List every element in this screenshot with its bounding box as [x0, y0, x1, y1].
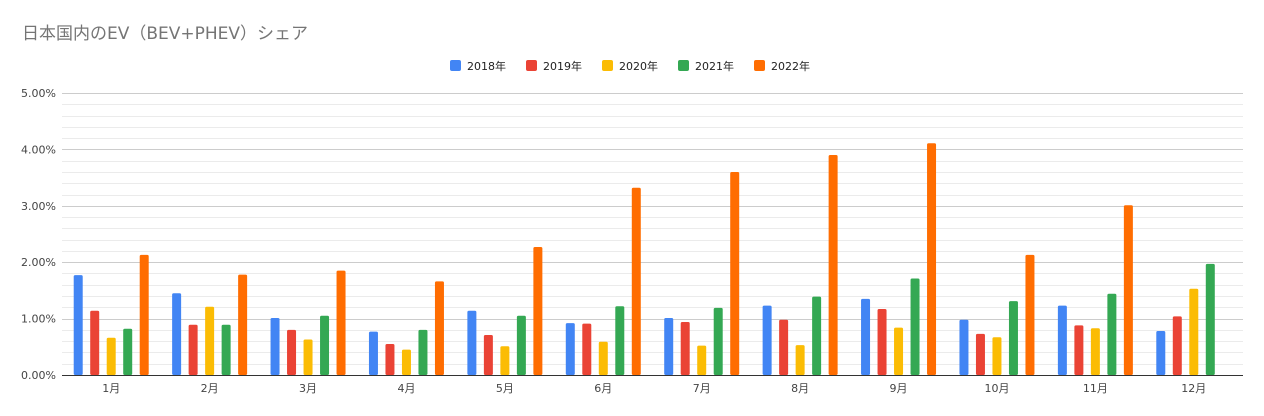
x-tick-label: 3月 — [299, 382, 317, 395]
bar-2020年-8月 — [795, 345, 805, 375]
bar-2018年-2月 — [172, 293, 182, 375]
legend-swatch — [602, 60, 613, 71]
bar-2019年-5月 — [483, 334, 493, 375]
bar-2018年-9月 — [861, 298, 871, 375]
bar-2022年-10月 — [1025, 254, 1035, 375]
bar-2019年-10月 — [975, 333, 985, 375]
bar-2019年-7月 — [680, 321, 690, 375]
legend-swatch — [526, 60, 537, 71]
y-tick-label: 3.00% — [21, 200, 56, 213]
bar-2018年-6月 — [565, 323, 575, 375]
bar-2019年-2月 — [188, 324, 198, 375]
bar-2022年-8月 — [828, 155, 838, 375]
bars — [73, 143, 1215, 375]
bar-2018年-11月 — [1057, 305, 1067, 375]
x-tick-label: 4月 — [397, 382, 415, 395]
legend-label: 2021年 — [695, 59, 734, 73]
legend-label: 2022年 — [771, 59, 810, 73]
bar-2019年-9月 — [877, 309, 887, 375]
y-tick-label: 0.00% — [21, 369, 56, 382]
bar-2021年-9月 — [910, 278, 920, 375]
x-tick-label: 11月 — [1083, 382, 1108, 395]
bar-2019年-12月 — [1172, 316, 1182, 375]
x-tick-label: 7月 — [693, 382, 711, 395]
chart-title: 日本国内のEV（BEV+PHEV）シェア — [22, 24, 309, 44]
x-tick-label: 2月 — [201, 382, 219, 395]
bar-2022年-3月 — [336, 270, 346, 375]
bar-2019年-6月 — [582, 323, 592, 375]
bar-2021年-10月 — [1008, 301, 1018, 375]
bar-2018年-5月 — [467, 310, 477, 375]
bar-2021年-4月 — [418, 329, 428, 375]
x-axis-ticks: 1月 2月 3月 4月 5月 6月 7月 8月 9月 10月 11月 12月 — [102, 382, 1206, 395]
legend-label: 2018年 — [467, 59, 506, 73]
bar-2022年-9月 — [927, 143, 937, 375]
x-tick-label: 12月 — [1181, 382, 1206, 395]
y-tick-label: 4.00% — [21, 143, 56, 156]
x-tick-label: 8月 — [791, 382, 809, 395]
legend-swatch — [754, 60, 765, 71]
legend-label: 2019年 — [543, 59, 582, 73]
bar-2019年-8月 — [779, 319, 789, 375]
bar-2019年-4月 — [385, 343, 395, 375]
legend-label: 2020年 — [619, 59, 658, 73]
bar-2020年-5月 — [500, 346, 510, 375]
y-tick-label: 1.00% — [21, 313, 56, 326]
bar-2019年-1月 — [90, 310, 100, 375]
legend-swatch — [450, 60, 461, 71]
bar-2021年-3月 — [320, 315, 330, 375]
bar-2020年-11月 — [1090, 328, 1100, 375]
bar-2022年-11月 — [1123, 205, 1133, 375]
bar-2020年-9月 — [894, 327, 904, 375]
x-tick-label: 1月 — [102, 382, 120, 395]
bar-2018年-7月 — [664, 318, 674, 375]
bar-2021年-8月 — [812, 296, 822, 375]
legend: 2018年 2019年 2020年 2021年 2022年 — [450, 59, 810, 73]
bar-2021年-12月 — [1205, 263, 1215, 375]
bar-2021年-11月 — [1107, 293, 1117, 375]
bar-2018年-10月 — [959, 319, 969, 375]
bar-2022年-2月 — [238, 274, 248, 375]
gridlines — [62, 93, 1243, 376]
bar-2019年-3月 — [287, 329, 297, 375]
bar-2021年-1月 — [123, 328, 133, 375]
y-tick-label: 5.00% — [21, 87, 56, 100]
bar-2021年-5月 — [516, 315, 526, 375]
bar-2022年-4月 — [434, 281, 444, 375]
bar-2020年-12月 — [1189, 288, 1199, 375]
bar-2022年-6月 — [631, 187, 641, 375]
x-tick-label: 10月 — [984, 382, 1009, 395]
bar-2022年-1月 — [139, 254, 149, 375]
legend-swatch — [678, 60, 689, 71]
x-tick-label: 5月 — [496, 382, 514, 395]
bar-2020年-2月 — [205, 306, 215, 375]
bar-2019年-11月 — [1074, 325, 1084, 375]
bar-2018年-1月 — [73, 275, 83, 375]
bar-2020年-4月 — [401, 349, 411, 375]
bar-2020年-3月 — [303, 339, 313, 375]
y-tick-label: 2.00% — [21, 256, 56, 269]
bar-2018年-3月 — [270, 318, 280, 375]
bar-2020年-7月 — [697, 345, 707, 375]
y-axis-ticks: 0.00% 1.00% 2.00% 3.00% 4.00% 5.00% — [21, 87, 56, 382]
bar-2020年-6月 — [598, 341, 608, 375]
bar-2018年-4月 — [368, 331, 378, 375]
bar-2018年-12月 — [1156, 331, 1166, 375]
bar-2021年-6月 — [615, 306, 625, 375]
bar-2020年-10月 — [992, 337, 1002, 375]
bar-2022年-7月 — [730, 171, 740, 375]
x-tick-label: 6月 — [594, 382, 612, 395]
bar-2018年-8月 — [762, 305, 772, 375]
x-tick-label: 9月 — [890, 382, 908, 395]
bar-2020年-1月 — [106, 337, 116, 375]
bar-2021年-7月 — [713, 307, 723, 375]
bar-2021年-2月 — [221, 324, 231, 375]
bar-2022年-5月 — [533, 246, 543, 375]
